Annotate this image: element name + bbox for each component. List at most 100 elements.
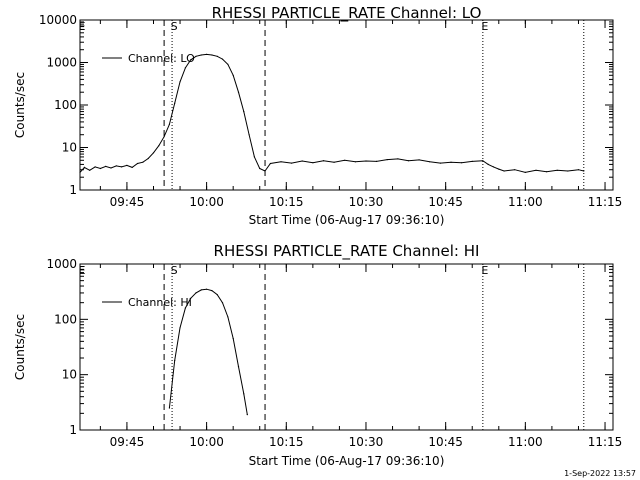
data-point bbox=[259, 167, 261, 170]
y-tick-label: 1 bbox=[69, 423, 77, 437]
data-point bbox=[79, 171, 81, 173]
y-tick-label: 100 bbox=[54, 312, 77, 326]
data-point bbox=[429, 161, 431, 163]
data-point bbox=[99, 167, 101, 170]
data-point bbox=[535, 169, 537, 171]
x-axis-label: Start Time (06-Aug-17 09:36:10) bbox=[249, 213, 445, 227]
x-tick-label: 11:00 bbox=[508, 435, 543, 449]
x-tick-label: 10:30 bbox=[349, 195, 384, 209]
data-point bbox=[179, 327, 181, 329]
data-point bbox=[195, 292, 197, 294]
data-point bbox=[487, 163, 489, 165]
data-point bbox=[232, 74, 234, 76]
y-axis-label: Counts/sec bbox=[13, 314, 27, 380]
y-tick-label: 10 bbox=[62, 368, 77, 382]
data-point bbox=[407, 160, 410, 162]
chart-title: RHESSI PARTICLE_RATE Channel: HI bbox=[214, 242, 480, 261]
data-point bbox=[482, 160, 484, 162]
marker-label: E bbox=[79, 20, 86, 33]
data-point bbox=[105, 165, 107, 167]
data-point bbox=[322, 160, 325, 162]
x-tick-label: 09:45 bbox=[110, 195, 145, 209]
data-point bbox=[439, 162, 441, 164]
series-line bbox=[168, 288, 248, 415]
data-point bbox=[190, 297, 192, 299]
data-point bbox=[237, 366, 240, 368]
data-point bbox=[211, 54, 213, 56]
marker-label: E bbox=[481, 20, 488, 33]
data-point bbox=[227, 316, 229, 318]
data-point bbox=[221, 302, 224, 304]
data-point bbox=[291, 162, 293, 164]
y-tick-label: 10000 bbox=[39, 13, 77, 27]
data-point bbox=[492, 166, 495, 168]
x-tick-label: 10:00 bbox=[189, 435, 224, 449]
data-point bbox=[174, 359, 176, 362]
data-point bbox=[168, 407, 170, 409]
legend-label: Channel: LO bbox=[128, 52, 195, 65]
marker-label: S bbox=[171, 20, 178, 33]
data-point bbox=[264, 170, 266, 172]
marker-label: E bbox=[481, 264, 488, 277]
data-point bbox=[163, 136, 165, 138]
data-point bbox=[386, 159, 388, 161]
x-tick-label: 11:15 bbox=[588, 195, 623, 209]
data-point bbox=[280, 161, 282, 163]
data-point bbox=[577, 169, 580, 171]
data-point bbox=[514, 169, 516, 171]
data-point bbox=[200, 54, 202, 56]
data-point bbox=[301, 160, 303, 162]
data-point bbox=[243, 393, 245, 395]
data-point bbox=[333, 161, 335, 163]
data-point bbox=[158, 145, 160, 147]
x-tick-label: 09:45 bbox=[110, 435, 145, 449]
data-point bbox=[253, 156, 255, 158]
data-point bbox=[471, 160, 473, 162]
x-axis-label: Start Time (06-Aug-17 09:36:10) bbox=[249, 454, 445, 468]
data-point bbox=[556, 169, 558, 171]
x-tick-label: 10:00 bbox=[189, 195, 224, 209]
x-tick-label: 10:30 bbox=[349, 435, 384, 449]
data-point bbox=[365, 160, 367, 162]
x-tick-label: 11:00 bbox=[508, 195, 543, 209]
data-point bbox=[110, 167, 112, 169]
panel-lo: RHESSI PARTICLE_RATE Channel: LO Start Ti… bbox=[13, 4, 622, 227]
data-point bbox=[94, 166, 96, 168]
data-point bbox=[216, 294, 218, 296]
data-point bbox=[131, 166, 133, 168]
data-point bbox=[221, 58, 224, 60]
data-point bbox=[179, 81, 181, 83]
data-point bbox=[546, 171, 548, 173]
x-tick-label: 10:45 bbox=[428, 435, 463, 449]
data-point bbox=[190, 59, 192, 61]
x-tick-label: 10:45 bbox=[428, 195, 463, 209]
data-point bbox=[354, 161, 356, 163]
data-point bbox=[312, 162, 314, 164]
data-point bbox=[450, 161, 452, 163]
data-point bbox=[83, 166, 85, 168]
data-point bbox=[174, 102, 176, 104]
data-point bbox=[206, 53, 208, 56]
panel-hi: RHESSI PARTICLE_RATE Channel: HI Start Ti… bbox=[13, 242, 622, 468]
data-point bbox=[524, 171, 526, 173]
marker-label: S bbox=[171, 264, 178, 277]
data-point bbox=[418, 159, 420, 161]
x-tick-label: 10:15 bbox=[269, 435, 304, 449]
data-point bbox=[269, 162, 271, 165]
data-point bbox=[246, 414, 248, 416]
y-axis-label: Counts/sec bbox=[13, 72, 27, 138]
data-point bbox=[152, 152, 155, 154]
data-point bbox=[567, 170, 569, 172]
data-point bbox=[200, 289, 202, 291]
data-point bbox=[206, 288, 208, 290]
y-tick-label: 100 bbox=[54, 98, 77, 112]
data-point bbox=[89, 169, 91, 171]
chart-title: RHESSI PARTICLE_RATE Channel: LO bbox=[212, 4, 482, 23]
data-point bbox=[121, 166, 123, 168]
data-point bbox=[376, 160, 378, 162]
data-point bbox=[583, 170, 585, 172]
data-point bbox=[115, 165, 117, 167]
data-point bbox=[248, 134, 250, 136]
legend-label: Channel: HI bbox=[128, 296, 192, 309]
